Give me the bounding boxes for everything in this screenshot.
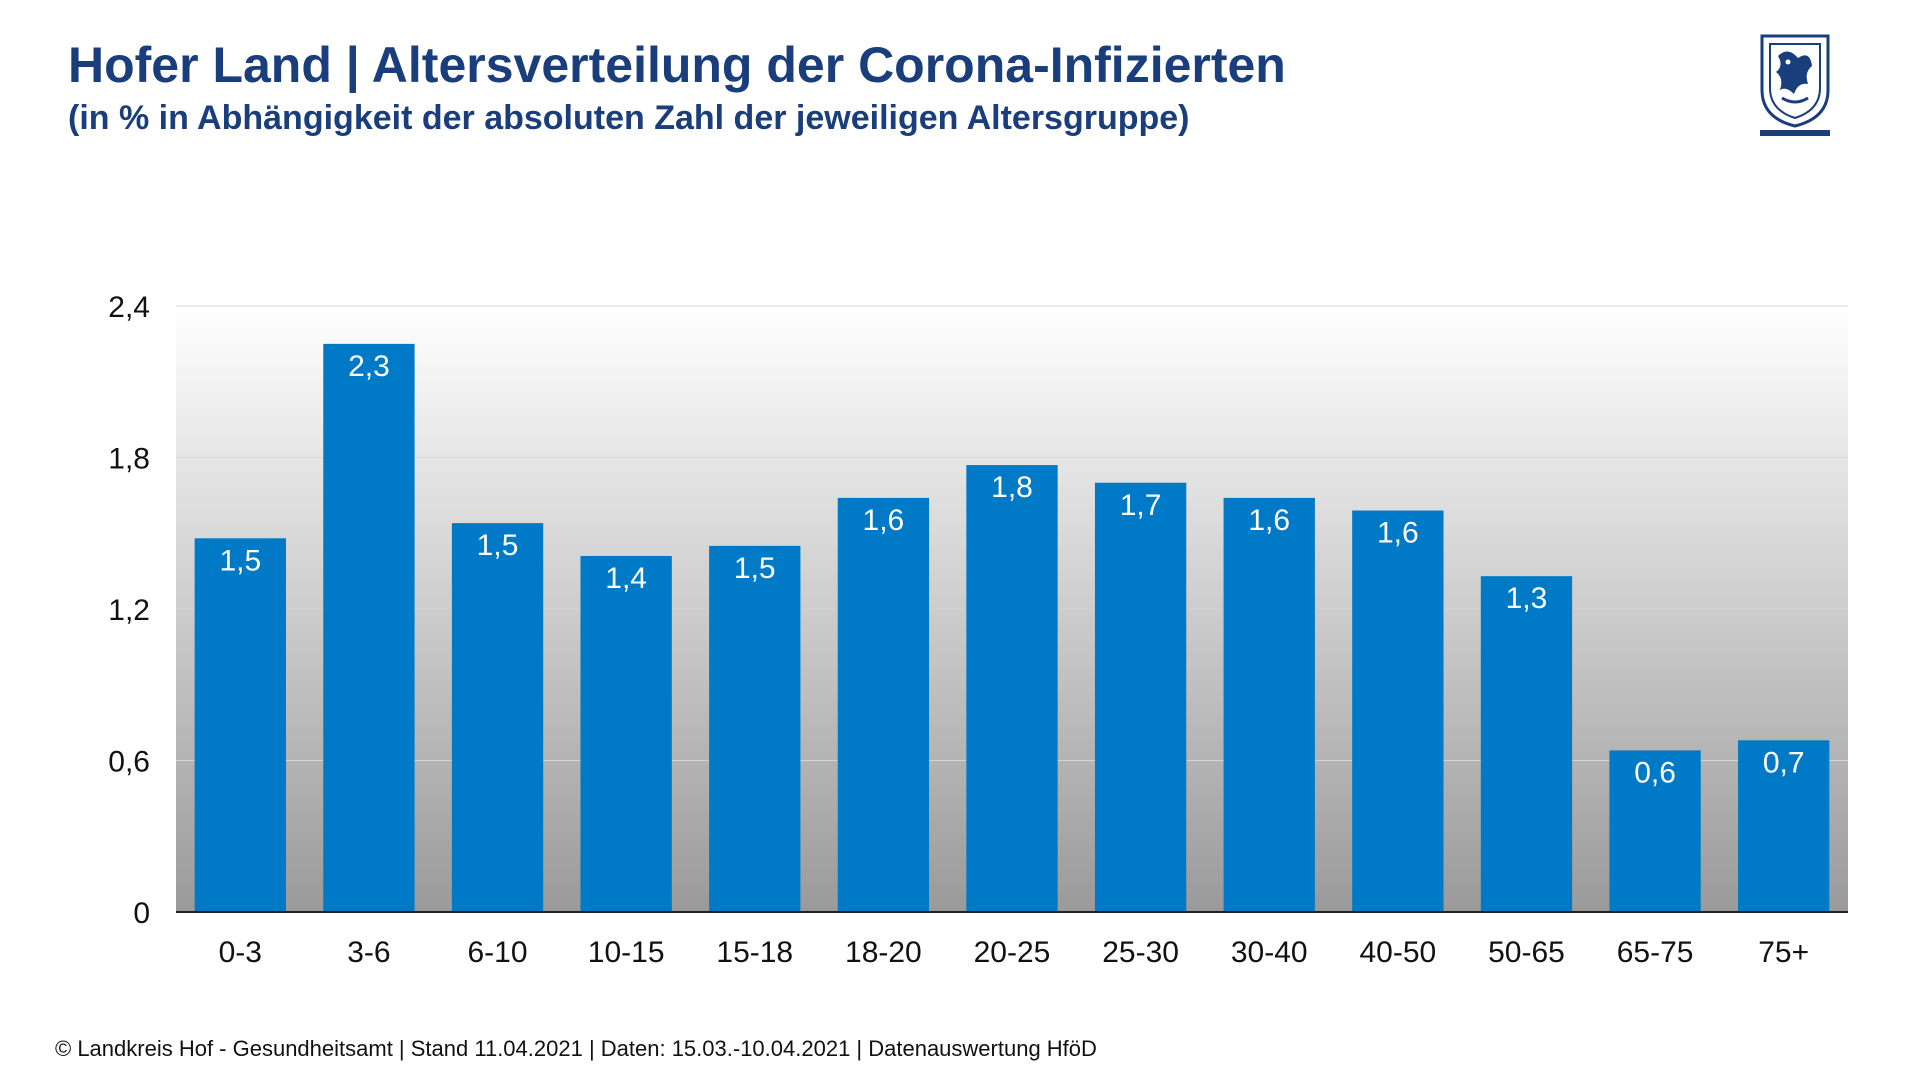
x-tick-label: 20-25 [974,936,1051,969]
bar-value-label: 1,3 [1506,582,1548,615]
page-title: Hofer Land | Altersverteilung der Corona… [68,37,1286,93]
bar-0-3 [194,538,286,912]
bar-30-40 [1223,497,1315,912]
x-tick-label: 15-18 [716,936,793,969]
bar-15-18 [709,545,801,912]
bar-value-label: 2,3 [348,350,390,383]
page-subtitle: (in % in Abhängigkeit der absoluten Zahl… [68,99,1190,137]
footer-source: © Landkreis Hof - Gesundheitsamt | Stand… [55,1036,1097,1061]
x-tick-label: 30-40 [1231,936,1308,969]
bar-value-label: 1,8 [991,471,1033,504]
bar-value-label: 1,5 [734,552,776,585]
bar-value-label: 1,4 [605,562,647,595]
bar-value-label: 1,5 [477,529,519,562]
x-tick-label: 50-65 [1488,936,1565,969]
y-tick-label: 1,2 [108,594,150,627]
bar-value-label: 1,6 [1248,504,1290,537]
x-tick-label: 0-3 [219,936,262,969]
bar-25-30 [1094,482,1187,912]
bar-value-label: 1,6 [863,504,905,537]
coat-of-arms-icon [1760,34,1830,136]
x-tick-label: 25-30 [1102,936,1179,969]
bar-6-10 [451,523,544,912]
bar-value-label: 0,6 [1634,756,1676,789]
y-tick-label: 1,8 [108,443,150,476]
bar-18-20 [837,497,930,912]
x-tick-label: 18-20 [845,936,922,969]
bar-40-50 [1352,510,1444,912]
x-tick-label: 75+ [1758,936,1809,969]
y-tick-label: 2,4 [108,291,150,324]
x-tick-label: 6-10 [468,936,528,969]
bar-50-65 [1480,576,1573,912]
y-tick-label: 0 [133,897,150,930]
bar-value-label: 1,6 [1377,517,1419,550]
y-tick-label: 0,6 [108,746,150,779]
x-tick-label: 3-6 [347,936,390,969]
bar-value-label: 0,7 [1763,746,1805,779]
bar-75+ [1738,740,1830,912]
bar-20-25 [966,465,1058,912]
bar-10-15 [580,555,672,912]
bar-65-75 [1609,750,1701,912]
bar-value-label: 1,5 [219,544,261,577]
x-tick-label: 65-75 [1617,936,1694,969]
bar-value-label: 1,7 [1120,489,1162,522]
x-tick-label: 10-15 [588,936,665,969]
bar-3-6 [323,343,415,912]
x-tick-label: 40-50 [1359,936,1436,969]
